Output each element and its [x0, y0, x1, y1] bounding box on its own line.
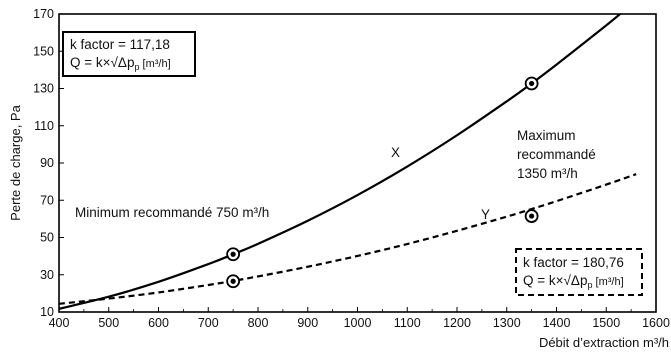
x-tick-label: 1300: [493, 316, 521, 330]
k-factor-box-x-sub: p: [134, 62, 139, 72]
data-markers: [226, 76, 539, 289]
x-axis-title: Débit d’extraction m³/h: [539, 335, 669, 350]
k-factor-box-y-frame: [515, 248, 643, 296]
marker-dot: [529, 213, 535, 219]
k-factor-box-x-formula: Q = k×√Δp: [70, 55, 134, 70]
max-recommended-line2: recommandé: [517, 147, 596, 162]
marker-dot: [230, 251, 236, 257]
x-tick-label: 1000: [344, 316, 372, 330]
k-factor-box-x-line1: k factor = 117,18: [70, 37, 170, 52]
y-tick-label: 10: [40, 305, 54, 319]
y-tick-label: 50: [40, 231, 54, 245]
x-tick-label: 600: [148, 316, 169, 330]
k-factor-box-y-sub: p: [587, 280, 592, 290]
x-tick-label: 800: [248, 316, 269, 330]
series-x-line: [59, 14, 622, 310]
y-tick-label: 110: [34, 119, 54, 133]
marker-dot: [230, 278, 236, 284]
k-factor-box-y-formula: Q = k×√Δp: [523, 273, 587, 288]
k-factor-box-x-unit: [m³/h]: [139, 58, 170, 70]
x-tick-label: 1600: [642, 316, 670, 330]
y-axis-title: Perte de charge, Pa: [8, 104, 23, 220]
y-tick-label: 90: [40, 156, 54, 170]
curve-x-label: X: [391, 145, 400, 160]
x-tick-label: 1400: [543, 316, 571, 330]
y-tick-label: 30: [40, 268, 54, 282]
k-factor-box-x-frame: [62, 31, 196, 77]
max-recommended-line1: Maximum: [517, 128, 576, 143]
series-y-line: [59, 173, 637, 305]
k-factor-box-x: k factor = 117,18 Q = k×√Δpp [m³/h]: [62, 31, 196, 77]
x-tick-label: 500: [98, 316, 119, 330]
curve-y-label: Y: [481, 207, 490, 222]
k-factor-box-y: k factor = 180,76 Q = k×√Δpp [m³/h]: [515, 248, 643, 296]
k-factor-box-y-line2: Q = k×√Δpp [m³/h]: [523, 273, 624, 290]
y-tick-label: 170: [33, 7, 54, 21]
max-recommended-line3: 1350 m³/h: [517, 166, 578, 181]
k-factor-box-x-line2: Q = k×√Δpp [m³/h]: [70, 55, 171, 72]
x-tick-label: 1100: [394, 316, 421, 330]
x-tick-label: 700: [198, 316, 219, 330]
marker-dot: [529, 80, 535, 87]
y-tick-label: 150: [33, 44, 54, 58]
y-axis-ticks: 10 30 50 70 90 110 130 150 170: [33, 7, 64, 319]
k-factor-box-y-unit: [m³/h]: [592, 276, 623, 288]
x-tick-label: 1500: [592, 316, 620, 330]
x-tick-label: 900: [297, 316, 318, 330]
k-factor-box-y-line1: k factor = 180,76: [523, 255, 624, 270]
y-tick-label: 70: [40, 193, 54, 207]
x-tick-label: 1200: [443, 316, 471, 330]
x-axis-ticks: 400 500 600 700 800 900 1000 1100 1200 1300 1400 15…: [49, 307, 670, 330]
min-recommended-label: Minimum recommandé 750 m³/h: [75, 205, 269, 220]
x-tick-label: 400: [49, 316, 70, 330]
y-tick-label: 130: [33, 82, 54, 96]
